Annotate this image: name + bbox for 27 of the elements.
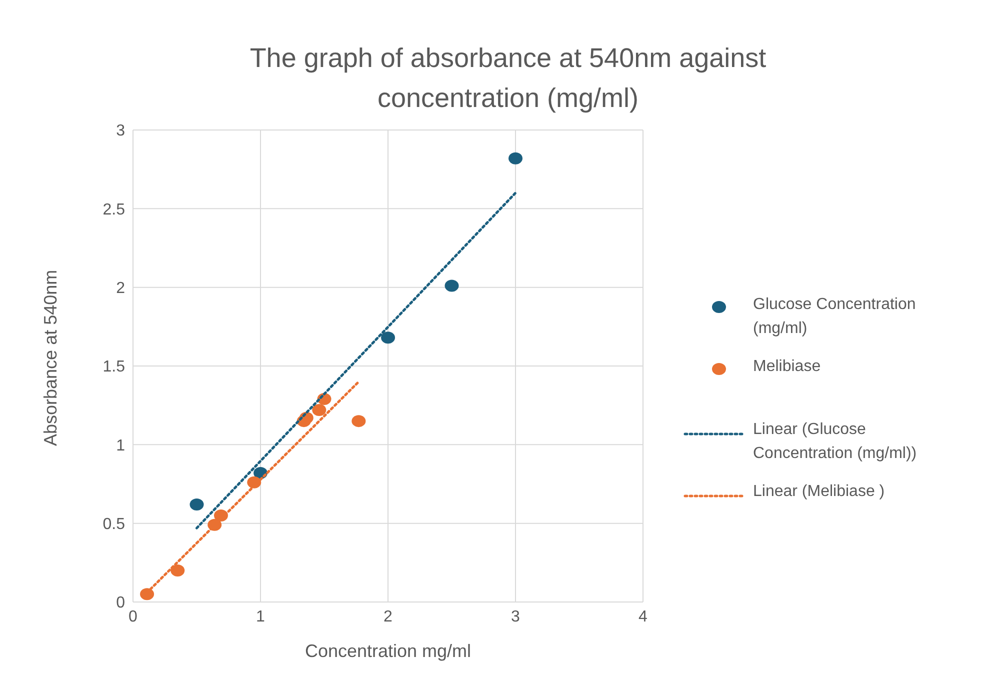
point xyxy=(508,152,522,164)
point xyxy=(170,564,185,577)
point xyxy=(312,404,326,416)
y-tick-label: 1.5 xyxy=(102,358,126,376)
point xyxy=(140,588,154,600)
point xyxy=(352,415,366,428)
legend-label: Linear (Melibiase ) xyxy=(753,482,886,502)
legend-label: Linear (Glucose Concentration (mg/ml)) xyxy=(753,420,918,464)
y-tick-label: 0.5 xyxy=(102,516,126,534)
y-tick-label: 1 xyxy=(116,437,126,454)
x-tick-label: 4 xyxy=(638,608,648,626)
y-axis-title: Absorbance at 540nm xyxy=(40,270,60,446)
chart-title: The graph of absorbance at 540nm against concentration (mg/ml) xyxy=(248,42,768,115)
x-tick-label: 2 xyxy=(384,608,393,626)
legend-label: Glucose Concentration (mg/ml) xyxy=(753,295,917,339)
point xyxy=(190,498,204,510)
y-tick-label: 0 xyxy=(116,594,126,612)
x-tick-label: 1 xyxy=(256,608,266,626)
y-tick-label: 2 xyxy=(116,280,126,298)
y-tick-label: 2.5 xyxy=(102,201,126,218)
x-tick-label: 3 xyxy=(511,608,520,626)
point xyxy=(381,332,395,344)
x-axis-title: Concentration mg/ml xyxy=(304,641,472,661)
point xyxy=(444,280,459,292)
x-tick-label: 0 xyxy=(128,608,138,626)
legend-label: Melibiase xyxy=(753,357,822,377)
y-tick-label: 3 xyxy=(116,122,126,140)
